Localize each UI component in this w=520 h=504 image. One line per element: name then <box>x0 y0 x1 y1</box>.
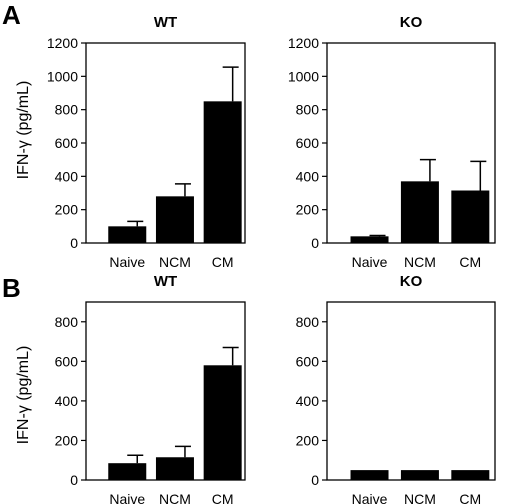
category-label: CM <box>459 254 481 270</box>
chart-title: WT <box>154 273 177 290</box>
chart-a-wt: WT 0 200 400 600 800 1000 1200 Naive NCM CM <box>47 14 246 270</box>
y-tick-label: 200 <box>55 432 79 448</box>
y-tick-label: 0 <box>70 472 78 488</box>
y-tick-label: 800 <box>296 314 320 330</box>
y-tick-label: 1000 <box>288 68 319 84</box>
chart-title: WT <box>154 14 177 31</box>
panel-letter-b: B <box>2 273 21 303</box>
category-label: Naive <box>109 491 145 504</box>
bar-cm <box>451 470 490 480</box>
y-tick-label: 200 <box>296 432 320 448</box>
y-tick-label: 800 <box>55 314 79 330</box>
y-tick-label: 0 <box>70 235 78 251</box>
y-tick-label: 200 <box>55 202 79 218</box>
y-tick-label: 400 <box>296 393 320 409</box>
bar-naive <box>350 470 389 480</box>
y-tick-label: 600 <box>55 135 79 151</box>
category-label: NCM <box>404 491 436 504</box>
y-tick-label: 1200 <box>288 35 319 51</box>
y-tick-label: 600 <box>296 353 320 369</box>
category-label: NCM <box>404 254 436 270</box>
bar-cm <box>203 365 242 480</box>
y-tick-label: 400 <box>55 393 79 409</box>
chart-b-ko: KO 0 200 400 600 800 Naive NCM CM <box>296 273 496 504</box>
category-label: Naive <box>352 491 388 504</box>
bar-cm <box>451 190 490 243</box>
category-label: CM <box>459 491 481 504</box>
y-tick-label: 800 <box>296 102 320 118</box>
y-tick-label: 0 <box>311 472 319 488</box>
bar-ncm <box>155 457 194 480</box>
bar-ncm <box>155 196 194 243</box>
category-label: Naive <box>109 254 145 270</box>
bar-naive <box>350 236 389 243</box>
category-label: CM <box>212 254 234 270</box>
bar-cm <box>203 101 242 243</box>
bar-ncm <box>400 181 439 243</box>
category-label: NCM <box>159 491 191 504</box>
y-tick-label: 400 <box>55 168 79 184</box>
y-tick-label: 1200 <box>47 35 78 51</box>
bar-ncm <box>400 470 439 480</box>
category-label: NCM <box>159 254 191 270</box>
y-axis-label-b: IFN-γ (pg/mL) <box>15 346 32 445</box>
chart-title: KO <box>400 273 423 290</box>
plot-frame <box>326 301 496 481</box>
y-tick-label: 600 <box>55 353 79 369</box>
y-tick-label: 400 <box>296 168 320 184</box>
y-tick-label: 800 <box>55 102 79 118</box>
chart-a-ko: KO 0 200 400 600 800 1000 1200 Naive NCM CM <box>288 14 496 270</box>
y-tick-label: 1000 <box>47 68 78 84</box>
panel-letter-a: A <box>2 0 21 30</box>
y-tick-label: 200 <box>296 202 320 218</box>
bar-naive <box>108 463 147 480</box>
category-label: CM <box>212 491 234 504</box>
chart-title: KO <box>400 14 423 31</box>
category-label: Naive <box>352 254 388 270</box>
y-tick-label: 0 <box>311 235 319 251</box>
y-axis-label-a: IFN-γ (pg/mL) <box>15 81 32 180</box>
charts-group: WT 0 200 400 600 800 1000 1200 Naive NCM CM KO 0 200 4… <box>47 14 496 504</box>
bar-naive <box>108 226 147 243</box>
chart-b-wt: WT 0 200 400 600 800 Naive NCM CM <box>55 273 246 504</box>
y-tick-label: 600 <box>296 135 320 151</box>
